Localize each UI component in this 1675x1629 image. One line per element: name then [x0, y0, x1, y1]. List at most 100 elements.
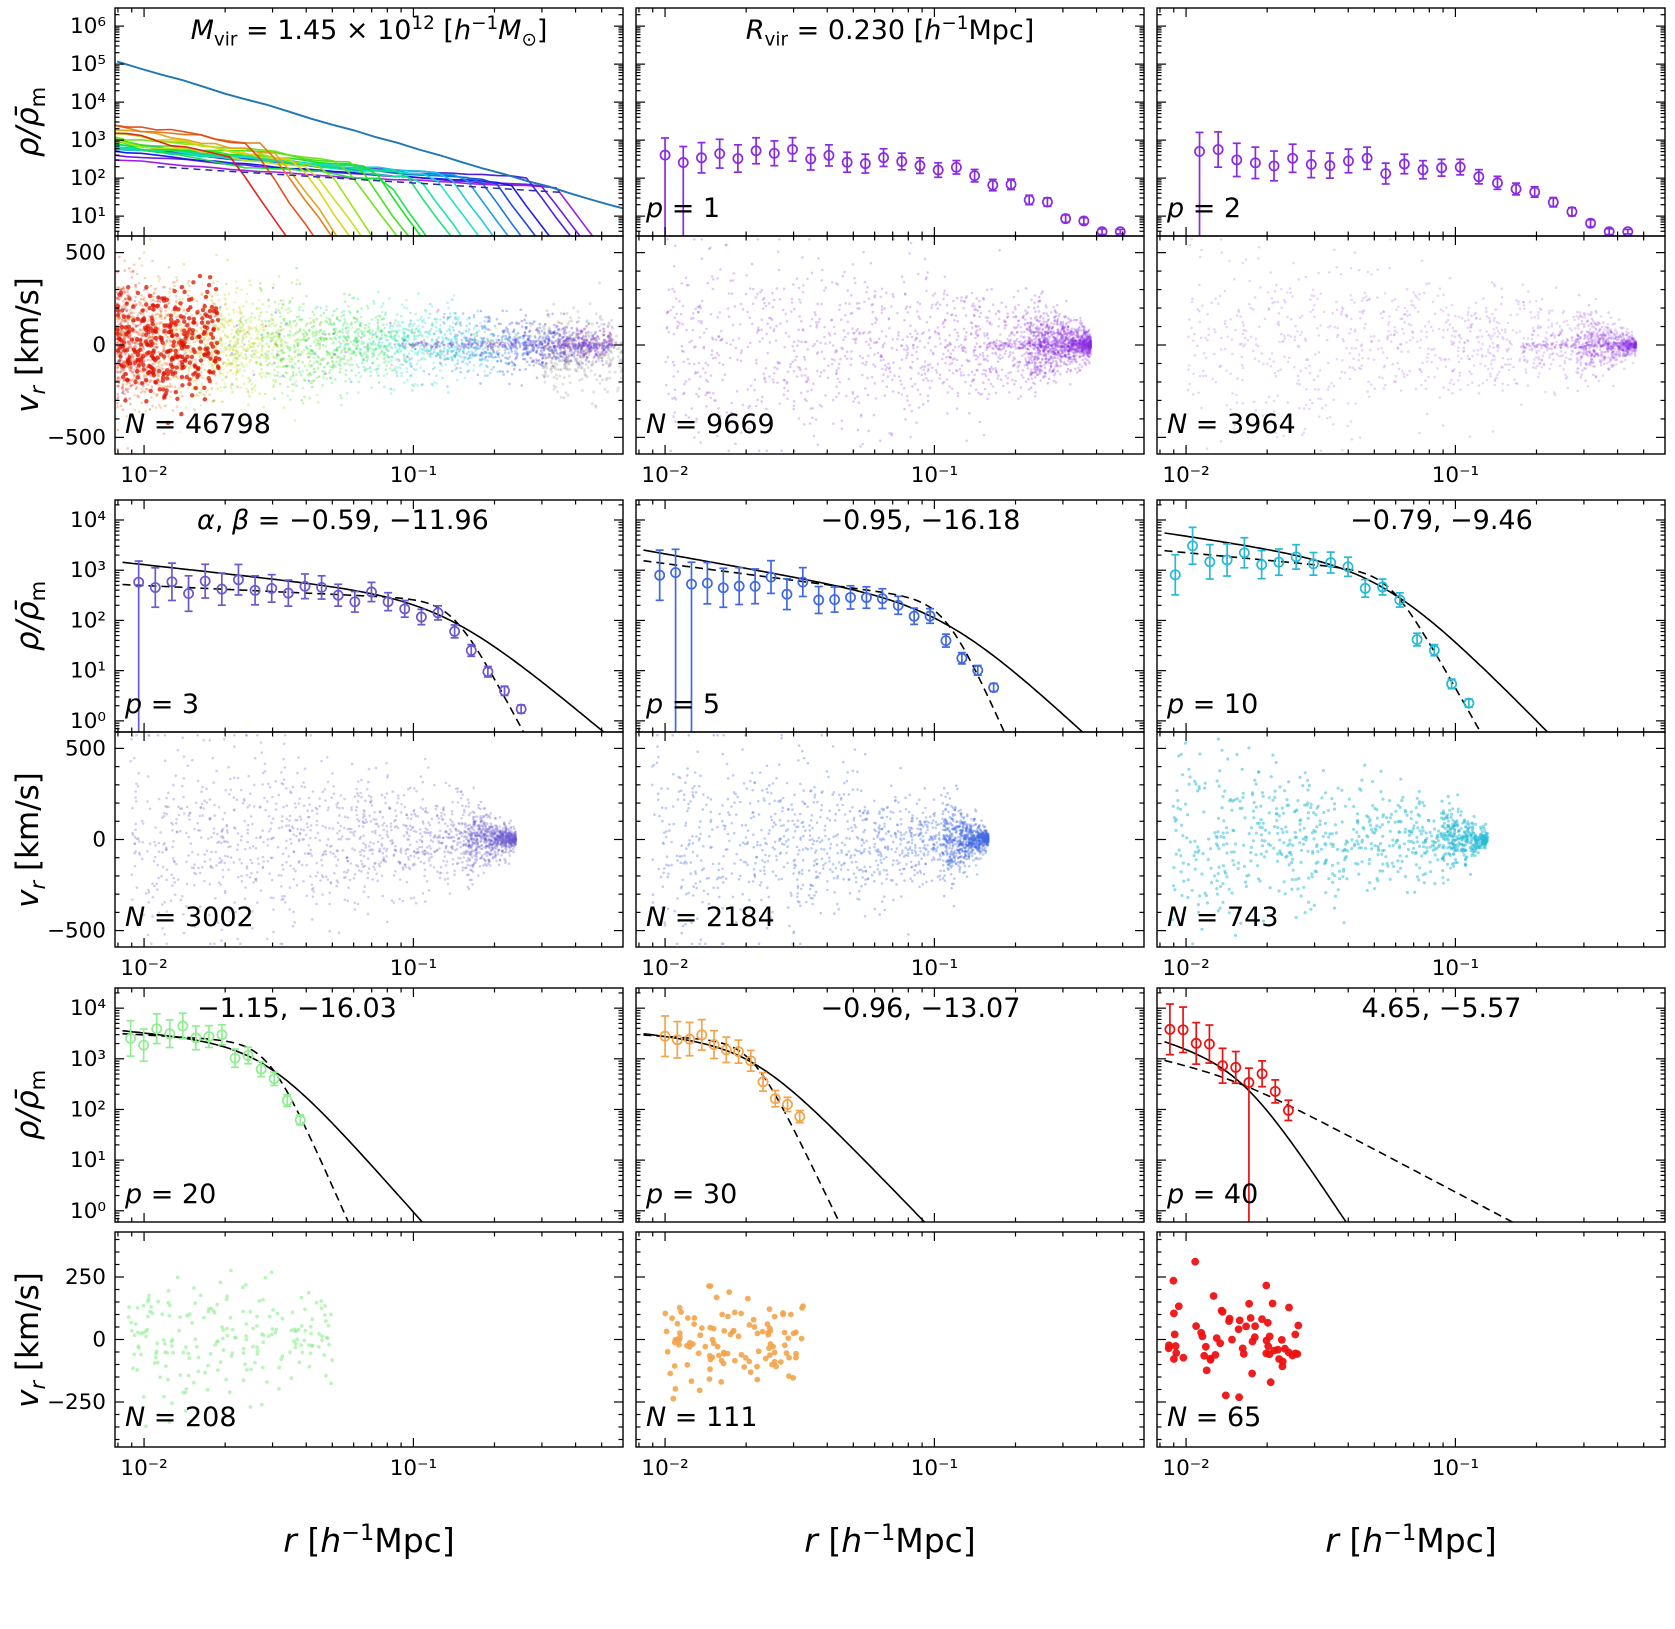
ytick-velocity-r0-0: 0: [92, 333, 106, 358]
density-panel-r1c0: [122, 560, 605, 732]
xtick-r0c0-10⁻²: 10⁻²: [120, 463, 167, 488]
xtick-r1c2-10⁻²: 10⁻²: [1162, 956, 1209, 981]
xtick-r1c1-10⁻¹: 10⁻¹: [911, 956, 958, 981]
velocity-ylabel-g2: vr [km/s]: [9, 1271, 51, 1408]
velocity-panel-r2c0: [126, 1268, 335, 1429]
ytick-velocity-r2-0: 0: [92, 1328, 106, 1353]
xtick-r1c1-10⁻²: 10⁻²: [641, 956, 688, 981]
velocity-panel-r0c2: [1185, 238, 1638, 453]
velocity-panel-r2c1: [662, 1283, 806, 1402]
density-panel-r2c1: [643, 1015, 926, 1222]
xtick-r0c1-10⁻¹: 10⁻¹: [911, 463, 958, 488]
ytick-velocity-r0-−500: −500: [47, 425, 106, 450]
xtick-r2c2-10⁻²: 10⁻²: [1162, 1456, 1209, 1481]
xtick-r1c2-10⁻¹: 10⁻¹: [1432, 956, 1479, 981]
xtick-r2c0-10⁻¹: 10⁻¹: [390, 1456, 437, 1481]
ytick-velocity-r2-−250: −250: [47, 1390, 106, 1415]
title-rvir: Rvir = 0.230 [h−1Mpc]: [745, 13, 1035, 51]
density-panel-r2c2: [1164, 1003, 1515, 1222]
velocity-panel-r1c2: [1171, 737, 1490, 946]
p-label-r2c1: p = 30: [646, 1179, 738, 1210]
density-panel-r1c1: [643, 548, 1084, 732]
p-label-r2c0: p = 20: [125, 1179, 217, 1210]
velocity-ylabel-g0: vr [km/s]: [9, 277, 51, 413]
xlabel-col0: r [h−1Mpc]: [283, 1520, 455, 1560]
density-ylabel-g0: ρ/ρ̄m: [9, 86, 51, 158]
velocity-panel-r1c1: [650, 733, 990, 946]
density-ylabel-g1: ρ/ρ̄m: [9, 580, 51, 652]
xtick-r2c0-10⁻²: 10⁻²: [120, 1456, 167, 1481]
p-label-r2c2: p = 40: [1167, 1179, 1259, 1210]
p-label-r1c0: p = 3: [125, 689, 200, 720]
ytick-density-r0-10⁵: 10⁵: [70, 52, 106, 77]
density-panel-r0c1: [659, 136, 1126, 236]
ytick-density-r1-10³: 10³: [70, 558, 106, 583]
p-label-r1c1: p = 5: [646, 689, 721, 720]
ytick-density-r1-10¹: 10¹: [70, 659, 106, 684]
ytick-density-r2-10³: 10³: [70, 1047, 106, 1072]
xtick-r1c0-10⁻²: 10⁻²: [120, 956, 167, 981]
axes-r2c2: 10⁻² 10⁻¹: [1156, 987, 1666, 1481]
xtick-r2c2-10⁻¹: 10⁻¹: [1432, 1456, 1479, 1481]
alphabeta-label-r1c2: −0.79, −9.46: [1350, 505, 1533, 536]
velocity-panel-r2c2: [1164, 1257, 1303, 1402]
xlabel-col1: r [h−1Mpc]: [804, 1520, 976, 1560]
alphabeta-label-r2c0: −1.15, −16.03: [197, 993, 397, 1024]
n-label-r2c0: N = 208: [125, 1402, 237, 1433]
n-label-r1c0: N = 3002: [125, 902, 254, 933]
density-panel-r1c2: [1164, 526, 1549, 732]
velocity-panel-r1c0: [129, 733, 518, 946]
xtick-r0c2-10⁻¹: 10⁻¹: [1432, 463, 1479, 488]
ytick-density-r0-10³: 10³: [70, 128, 106, 153]
ytick-density-r1-10²: 10²: [70, 608, 106, 633]
xtick-r1c0-10⁻¹: 10⁻¹: [390, 956, 437, 981]
ytick-density-r0-10¹: 10¹: [70, 204, 106, 229]
ytick-density-r0-10⁴: 10⁴: [70, 90, 106, 115]
velocity-panel-r0c0: [115, 238, 623, 451]
axes-r0c0: 10⁶ 10⁵ 10⁴ 10³ 10² 10¹ 500 0 −500 10⁻² 10⁻¹: [47, 7, 624, 488]
axes-r0c1: 10⁻² 10⁻¹: [635, 7, 1145, 488]
xtick-r0c2-10⁻²: 10⁻²: [1162, 463, 1209, 488]
xtick-r2c1-10⁻¹: 10⁻¹: [911, 1456, 958, 1481]
n-label-r0c2: N = 3964: [1167, 409, 1296, 440]
axes-r1c1: 10⁻² 10⁻¹: [635, 499, 1145, 981]
density-panel-r0c0: [115, 60, 623, 236]
axes-r0c2: 10⁻² 10⁻¹: [1156, 7, 1666, 488]
ytick-density-r1-10⁴: 10⁴: [70, 508, 106, 533]
xtick-r2c1-10⁻²: 10⁻²: [641, 1456, 688, 1481]
ytick-density-r1-10⁰: 10⁰: [70, 709, 106, 734]
p-label-r0c1: p = 1: [646, 193, 721, 224]
ytick-density-r0-10²: 10²: [70, 166, 106, 191]
p-label-r1c2: p = 10: [1167, 689, 1259, 720]
title-mvir: Mvir = 1.45 × 1012 [h−1M⊙]: [190, 13, 548, 51]
ytick-velocity-r1-500: 500: [65, 736, 106, 761]
n-label-r1c1: N = 2184: [646, 902, 775, 933]
xtick-r0c0-10⁻¹: 10⁻¹: [390, 463, 437, 488]
density-panel-r2c0: [122, 1012, 424, 1222]
alphabeta-label-r2c1: −0.96, −13.07: [820, 993, 1021, 1024]
density-ylabel-g2: ρ/ρ̄m: [9, 1069, 51, 1141]
ytick-density-r2-10⁴: 10⁴: [70, 996, 106, 1021]
ytick-velocity-r1-−500: −500: [47, 919, 106, 944]
xtick-r0c1-10⁻²: 10⁻²: [641, 463, 688, 488]
alphabeta-label-r1c0: α, β = −0.59, −11.96: [197, 505, 489, 536]
n-label-r0c1: N = 9669: [646, 409, 775, 440]
ytick-density-r2-10¹: 10¹: [70, 1148, 106, 1173]
ytick-velocity-r0-500: 500: [65, 241, 106, 266]
ytick-density-r2-10⁰: 10⁰: [70, 1199, 106, 1224]
ytick-density-r2-10²: 10²: [70, 1097, 106, 1122]
axes-r1c2: 10⁻² 10⁻¹: [1156, 499, 1666, 981]
p-label-r0c2: p = 2: [1167, 193, 1242, 224]
velocity-ylabel-g1: vr [km/s]: [9, 771, 51, 908]
alphabeta-label-r1c1: −0.95, −16.18: [820, 505, 1021, 536]
velocity-panel-r0c1: [664, 238, 1092, 453]
n-label-r2c2: N = 65: [1167, 1402, 1262, 1433]
ytick-density-r0-10⁶: 10⁶: [70, 14, 106, 39]
xlabel-col2: r [h−1Mpc]: [1325, 1520, 1497, 1560]
n-label-r2c1: N = 111: [646, 1402, 758, 1433]
n-label-r1c2: N = 743: [1167, 902, 1279, 933]
n-label-r0c0: N = 46798: [125, 409, 271, 440]
